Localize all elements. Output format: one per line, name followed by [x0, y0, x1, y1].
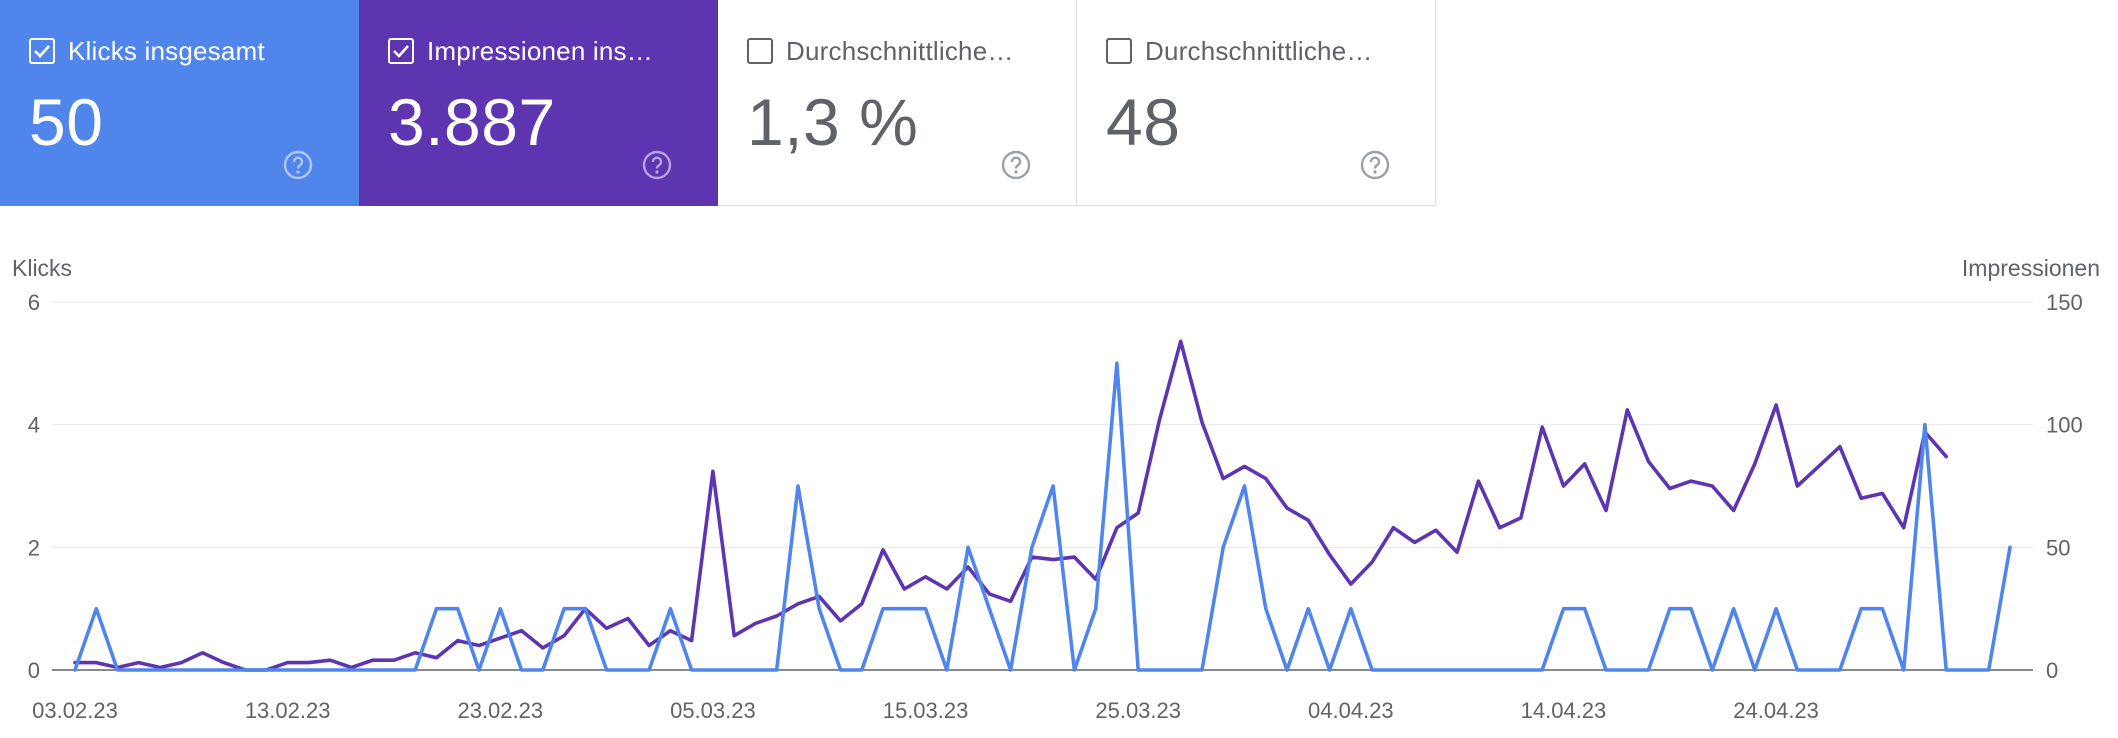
x-tick-label: 15.03.23: [883, 698, 969, 723]
checkbox-checked-icon[interactable]: [388, 38, 414, 64]
x-tick-label: 04.04.23: [1308, 698, 1394, 723]
y-right-tick-label: 100: [2046, 413, 2083, 438]
x-tick-label: 25.03.23: [1095, 698, 1181, 723]
performance-chart: Klicks Impressionen 0 2 4 6 0 50 100 150 03.02.23 1…: [12, 255, 2100, 723]
metric-value: 50: [29, 85, 104, 159]
metric-label: Durchschnittliche…: [786, 36, 1014, 66]
metric-label: Klicks insgesamt: [68, 36, 265, 66]
y-right-tick-label: 50: [2046, 535, 2070, 560]
metric-value: 3.887: [388, 85, 556, 159]
help-circle-icon[interactable]: [1001, 150, 1031, 180]
y-left-axis-title: Klicks: [12, 255, 72, 281]
y-left-tick-label: 0: [28, 658, 40, 683]
x-tick-label: 23.02.23: [457, 698, 543, 723]
y-right-axis-title: Impressionen: [1962, 255, 2100, 281]
checkbox-empty-icon[interactable]: [747, 38, 773, 64]
x-tick-label: 14.04.23: [1521, 698, 1607, 723]
x-tick-label: 05.03.23: [670, 698, 756, 723]
help-circle-icon[interactable]: [1360, 150, 1390, 180]
metric-value: 48: [1106, 85, 1181, 159]
metric-label: Durchschnittliche…: [1145, 36, 1373, 66]
y-right-tick-label: 0: [2046, 658, 2058, 683]
impressions-series-line: [73, 339, 1948, 672]
checkbox-checked-icon[interactable]: [29, 38, 55, 64]
help-circle-icon[interactable]: [642, 150, 672, 180]
metric-label: Impressionen ins…: [427, 36, 653, 66]
x-tick-label: 03.02.23: [32, 698, 118, 723]
clicks-series-line: [73, 361, 2012, 672]
y-right-tick-label: 150: [2046, 290, 2083, 315]
y-left-tick-label: 6: [28, 290, 40, 315]
metric-card[interactable]: Durchschnittliche… 48: [1077, 0, 1436, 206]
metric-card[interactable]: Klicks insgesamt 50: [0, 0, 359, 206]
y-left-tick-label: 2: [28, 535, 40, 560]
x-tick-label: 13.02.23: [245, 698, 331, 723]
checkbox-empty-icon[interactable]: [1106, 38, 1132, 64]
metric-cards: Klicks insgesamt 50 Impressionen ins… 3.887…: [0, 0, 1436, 206]
help-circle-icon[interactable]: [283, 150, 313, 180]
y-left-tick-label: 4: [28, 413, 40, 438]
x-tick-label: 24.04.23: [1733, 698, 1819, 723]
metric-card[interactable]: Impressionen ins… 3.887: [359, 0, 718, 206]
metric-value: 1,3 %: [747, 85, 919, 159]
metric-card[interactable]: Durchschnittliche… 1,3 %: [718, 0, 1077, 206]
